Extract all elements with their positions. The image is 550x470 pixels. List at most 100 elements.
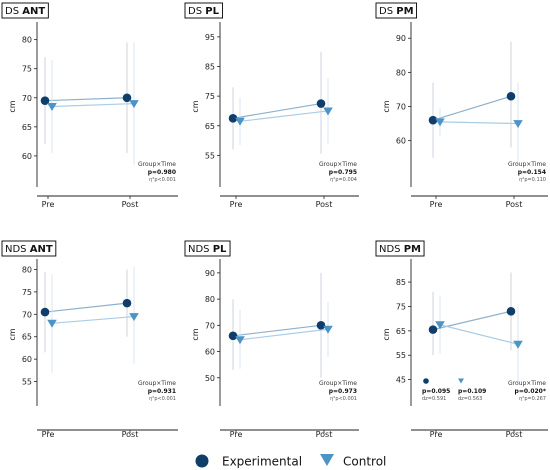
series-control bbox=[435, 295, 523, 383]
data-point bbox=[316, 99, 326, 108]
series-control bbox=[235, 301, 333, 369]
panel-title-muscle: PM bbox=[396, 6, 413, 17]
y-tick-label: 75 bbox=[205, 92, 215, 101]
series-control bbox=[47, 42, 139, 165]
y-tick-label: 55 bbox=[205, 151, 215, 160]
x-tick-label-pre: Pre bbox=[430, 200, 443, 209]
y-axis-label: cm bbox=[382, 328, 391, 340]
panel-title-side: NDS bbox=[188, 244, 213, 255]
extra-stats-effect-size: dz=0.563 bbox=[458, 396, 482, 402]
legend: Experimental Control bbox=[195, 454, 386, 469]
data-point bbox=[40, 96, 50, 105]
data-point bbox=[435, 321, 445, 330]
data-point bbox=[316, 321, 326, 330]
data-point bbox=[428, 325, 438, 334]
stats-p-value: p=0.154 bbox=[518, 169, 546, 176]
panel-title-muscle: ANT bbox=[30, 244, 53, 255]
series-control bbox=[435, 82, 523, 165]
series-line bbox=[439, 324, 519, 345]
y-axis-label: cm bbox=[382, 100, 391, 112]
x-tick-label-pre: Pre bbox=[430, 430, 443, 439]
legend-marker-control bbox=[320, 454, 334, 466]
series-line bbox=[44, 302, 128, 313]
panel-ds-pl: DS PL 55 65 75 85 95 cm Pre Post Group×Timep=0.79… bbox=[184, 2, 359, 209]
y-tick-label: 65 bbox=[22, 333, 32, 342]
stats-effect-size: η²p<0.001 bbox=[149, 396, 176, 402]
x-tick-label-post: Post bbox=[506, 430, 523, 439]
panel-title: DS PM bbox=[379, 6, 414, 17]
extra-stats-marker-control bbox=[458, 378, 464, 384]
data-point bbox=[506, 307, 516, 316]
data-point bbox=[428, 115, 438, 125]
data-point bbox=[228, 331, 238, 341]
series-line bbox=[232, 324, 322, 337]
panel-title-box bbox=[375, 240, 425, 257]
panel-title-side: DS bbox=[188, 6, 205, 17]
y-tick-label: 60 bbox=[22, 152, 32, 161]
panel-title-box bbox=[184, 240, 231, 257]
panel-title-side: DS bbox=[5, 6, 22, 17]
extra-stats-p-value: p=0.095 bbox=[422, 388, 450, 395]
legend-marker-experimental bbox=[195, 454, 209, 468]
series-line bbox=[432, 310, 512, 331]
series-experimental bbox=[40, 42, 132, 154]
panel-title: DS PL bbox=[188, 6, 220, 17]
y-tick-label: 70 bbox=[22, 94, 32, 103]
y-tick-label: 75 bbox=[22, 288, 32, 297]
stats-effect-size: η²p<0.001 bbox=[149, 177, 176, 183]
stats-label: Group×Time bbox=[508, 380, 546, 387]
stats-p-value: p=0.980 bbox=[148, 169, 176, 176]
x-tick-label-post: Post bbox=[316, 200, 333, 209]
data-point bbox=[323, 325, 333, 334]
y-tick-label: 60 bbox=[205, 348, 215, 357]
legend-label-experimental: Experimental bbox=[222, 455, 302, 469]
panel-title: NDS PM bbox=[379, 244, 421, 255]
extra-stats-p-value: p=0.109 bbox=[458, 388, 486, 395]
panel-ds-pm: DS PM 60 70 80 90 cm Pre Post Group×Timep=0.154η… bbox=[375, 2, 548, 209]
y-tick-label: 75 bbox=[396, 302, 406, 311]
series-experimental bbox=[228, 272, 326, 378]
stats-label: Group×Time bbox=[319, 380, 357, 387]
panel-title-side: DS bbox=[379, 6, 396, 17]
data-point bbox=[122, 298, 132, 308]
series-experimental bbox=[428, 41, 516, 158]
y-tick-label: 55 bbox=[22, 378, 32, 387]
stats-effect-size: η²p=0.004 bbox=[330, 177, 357, 183]
data-point bbox=[129, 100, 139, 109]
y-tick-label: 95 bbox=[205, 33, 215, 42]
y-tick-label: 80 bbox=[396, 68, 406, 77]
x-tick-label-pre: Pre bbox=[42, 200, 55, 209]
series-line bbox=[239, 328, 329, 341]
stats-label: Group×Time bbox=[319, 161, 357, 168]
series-line bbox=[432, 95, 512, 121]
series-control bbox=[235, 78, 333, 146]
series-control bbox=[47, 267, 139, 373]
panel-title-box bbox=[1, 240, 57, 257]
y-tick-label: 80 bbox=[22, 265, 32, 274]
y-tick-label: 80 bbox=[22, 36, 32, 45]
stats-p-value: p=0.973 bbox=[329, 388, 357, 395]
data-point bbox=[513, 120, 523, 129]
extra-stats-marker-experimental bbox=[423, 378, 429, 384]
data-point bbox=[47, 103, 57, 111]
y-tick-label: 60 bbox=[396, 137, 406, 146]
y-tick-label: 75 bbox=[22, 65, 32, 74]
data-point bbox=[235, 336, 245, 345]
y-tick-label: 65 bbox=[205, 122, 215, 131]
data-point bbox=[235, 117, 245, 126]
data-point bbox=[435, 118, 445, 127]
series-line bbox=[239, 110, 329, 122]
panel-title-muscle: PL bbox=[205, 6, 219, 17]
y-tick-label: 70 bbox=[205, 321, 215, 330]
data-point bbox=[513, 340, 523, 349]
stats-p-value: p=0.020* bbox=[515, 388, 547, 395]
stats-p-value: p=0.931 bbox=[148, 388, 176, 395]
series-line bbox=[51, 315, 135, 324]
panel-ds-ant: DS ANT 60 65 70 75 80 cm Pre Post Group×Timep=0.9… bbox=[1, 2, 178, 209]
panel-title: NDS PL bbox=[188, 244, 227, 255]
data-point bbox=[129, 313, 139, 322]
panel-title-box bbox=[184, 2, 224, 19]
y-tick-label: 85 bbox=[396, 278, 406, 287]
panel-nds-ant: NDS ANT 55 60 65 70 75 80 cm Pre Post Group×Timep=… bbox=[1, 240, 178, 439]
